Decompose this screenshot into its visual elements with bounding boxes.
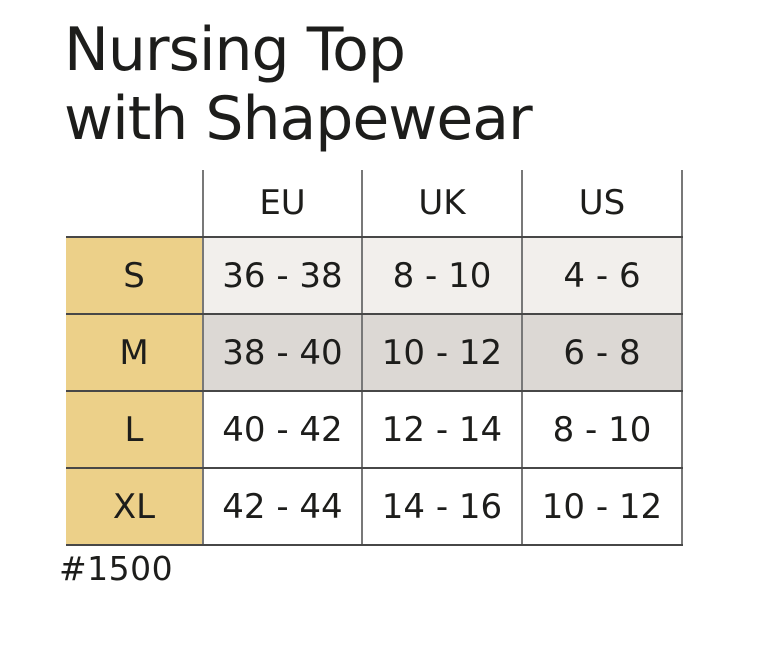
column-header-uk: UK (362, 170, 523, 238)
size-l-eu: 40 - 42 (203, 391, 363, 469)
model-number: #1500 (59, 549, 174, 588)
size-xl-us: 10 - 12 (522, 468, 683, 546)
column-header-us: US (522, 170, 683, 238)
size-m-us: 6 - 8 (522, 314, 683, 392)
size-m-eu: 38 - 40 (203, 314, 363, 392)
product-title: Nursing Top with Shapewear (64, 15, 533, 154)
header-row: EU UK US (66, 170, 683, 238)
size-label-l: L (66, 391, 204, 469)
size-label-m: M (66, 314, 204, 392)
size-label-xl: XL (66, 468, 204, 546)
size-m-uk: 10 - 12 (362, 314, 523, 392)
size-label-s: S (66, 237, 204, 315)
size-row-m: M 38 - 40 10 - 12 6 - 8 (66, 314, 683, 392)
size-row-xl: XL 42 - 44 14 - 16 10 - 12 (66, 468, 683, 546)
size-s-uk: 8 - 10 (362, 237, 523, 315)
size-l-uk: 12 - 14 (362, 391, 523, 469)
corner-cell (66, 170, 204, 238)
column-header-eu: EU (203, 170, 363, 238)
product-title-line2: with Shapewear (64, 84, 533, 154)
size-s-us: 4 - 6 (522, 237, 683, 315)
size-xl-eu: 42 - 44 (203, 468, 363, 546)
size-s-eu: 36 - 38 (203, 237, 363, 315)
product-title-line1: Nursing Top (64, 15, 406, 85)
size-row-l: L 40 - 42 12 - 14 8 - 10 (66, 391, 683, 469)
size-l-us: 8 - 10 (522, 391, 683, 469)
size-row-s: S 36 - 38 8 - 10 4 - 6 (66, 237, 683, 315)
size-xl-uk: 14 - 16 (362, 468, 523, 546)
size-chart-table: EU UK US S 36 - 38 8 - 10 4 - 6 M 38 - 4… (66, 170, 683, 546)
